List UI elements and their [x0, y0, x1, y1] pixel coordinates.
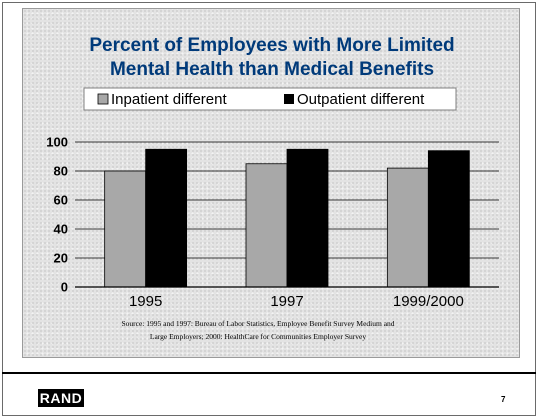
chart-title-line-1: Percent of Employees with More Limited — [89, 35, 454, 56]
bars — [104, 148, 470, 288]
page-number: 7 — [501, 395, 506, 404]
x-category-label: 1995 — [129, 293, 162, 310]
legend-swatch-outpatient — [284, 94, 294, 104]
bar-inpatient-1997 — [245, 163, 288, 288]
bar-outpatient-1997 — [286, 148, 329, 288]
y-tick-label: 60 — [54, 193, 68, 208]
y-tick-labels: 0 20 40 60 80 100 — [46, 135, 68, 295]
x-category-label: 1997 — [270, 293, 303, 310]
y-tick-label: 100 — [46, 135, 68, 150]
source-line-2: Large Employers; 2000: HealthCare for Co… — [150, 332, 367, 341]
bar-outpatient-1995 — [145, 148, 188, 288]
legend-label-inpatient: Inpatient different — [111, 91, 227, 108]
y-tick-label: 20 — [54, 251, 68, 266]
bar-inpatient-1999-2000 — [386, 167, 429, 288]
y-tick-label: 0 — [61, 280, 68, 295]
legend-swatch-inpatient — [97, 93, 109, 105]
x-category-label: 1999/2000 — [393, 293, 464, 310]
y-tick-label: 40 — [54, 222, 68, 237]
x-category-labels: 1995 1997 1999/2000 — [129, 293, 464, 310]
legend-label-outpatient: Outpatient different — [297, 91, 425, 108]
rand-logo: RAND — [38, 389, 84, 407]
y-tick-label: 80 — [54, 164, 68, 179]
bar-inpatient-1995 — [104, 170, 147, 288]
chart-title-line-2: Mental Health than Medical Benefits — [110, 59, 434, 80]
legend-box — [83, 87, 457, 111]
footer-rule — [2, 372, 536, 374]
source-line-1: Source: 1995 and 1997: Bureau of Labor S… — [121, 319, 394, 328]
bar-outpatient-1999-2000 — [427, 150, 470, 288]
chart: Percent of Employees with More Limited M… — [46, 35, 499, 341]
